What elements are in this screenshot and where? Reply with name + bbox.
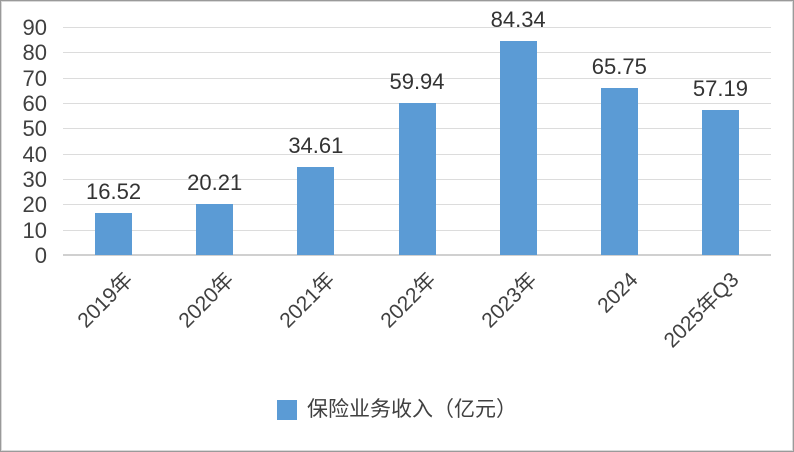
data-label: 57.19: [692, 76, 748, 102]
data-label: 34.61: [288, 133, 344, 159]
y-axis-tick-label: 30: [22, 167, 47, 192]
x-axis-tick-label: 2019年: [72, 268, 138, 333]
data-label: 20.21: [187, 169, 243, 195]
data-label: 65.75: [591, 54, 647, 80]
data-label: 84.34: [490, 7, 546, 33]
y-axis-tick-label: 10: [22, 217, 47, 243]
y-axis-tick-label: 40: [22, 141, 47, 167]
y-axis-tick-label: 80: [22, 40, 47, 66]
x-axis-tick-label: 2022年: [376, 268, 441, 333]
y-axis-tick-label: 0: [34, 243, 47, 268]
y-axis-tick-label: 50: [22, 116, 47, 142]
legend-marker-icon: [277, 399, 297, 420]
bar-2020年: [196, 203, 234, 255]
gridline: [63, 77, 771, 79]
gridline: [63, 52, 771, 54]
y-axis-tick-label: 70: [22, 65, 47, 91]
bar-2024: [600, 88, 638, 255]
legend-label: 保险业务收入（亿元）: [307, 398, 517, 421]
bar-2022年: [398, 103, 436, 255]
gridline: [63, 27, 771, 28]
bar-2023年: [499, 41, 537, 255]
x-axis-tick-label: 2021年: [275, 268, 340, 333]
x-axis-tick-label: 2023年: [477, 268, 542, 333]
y-axis-tick-label: 90: [22, 15, 47, 40]
data-label: 59.94: [389, 69, 445, 95]
bar-2025年Q3: [701, 110, 739, 255]
data-label: 16.52: [86, 179, 142, 205]
y-axis-tick-label: 60: [22, 91, 47, 116]
x-axis-tick-label: 2025年Q3: [660, 268, 744, 353]
y-axis-tick-label: 20: [22, 192, 47, 218]
bar-2019年: [95, 213, 133, 255]
bar-2021年: [297, 167, 335, 255]
x-axis-tick-label: 2024: [593, 268, 643, 318]
legend: 保险业务收入（亿元）: [1, 399, 793, 420]
x-axis-tick-label: 2020年: [174, 268, 239, 333]
x-axis-line: [63, 254, 771, 256]
